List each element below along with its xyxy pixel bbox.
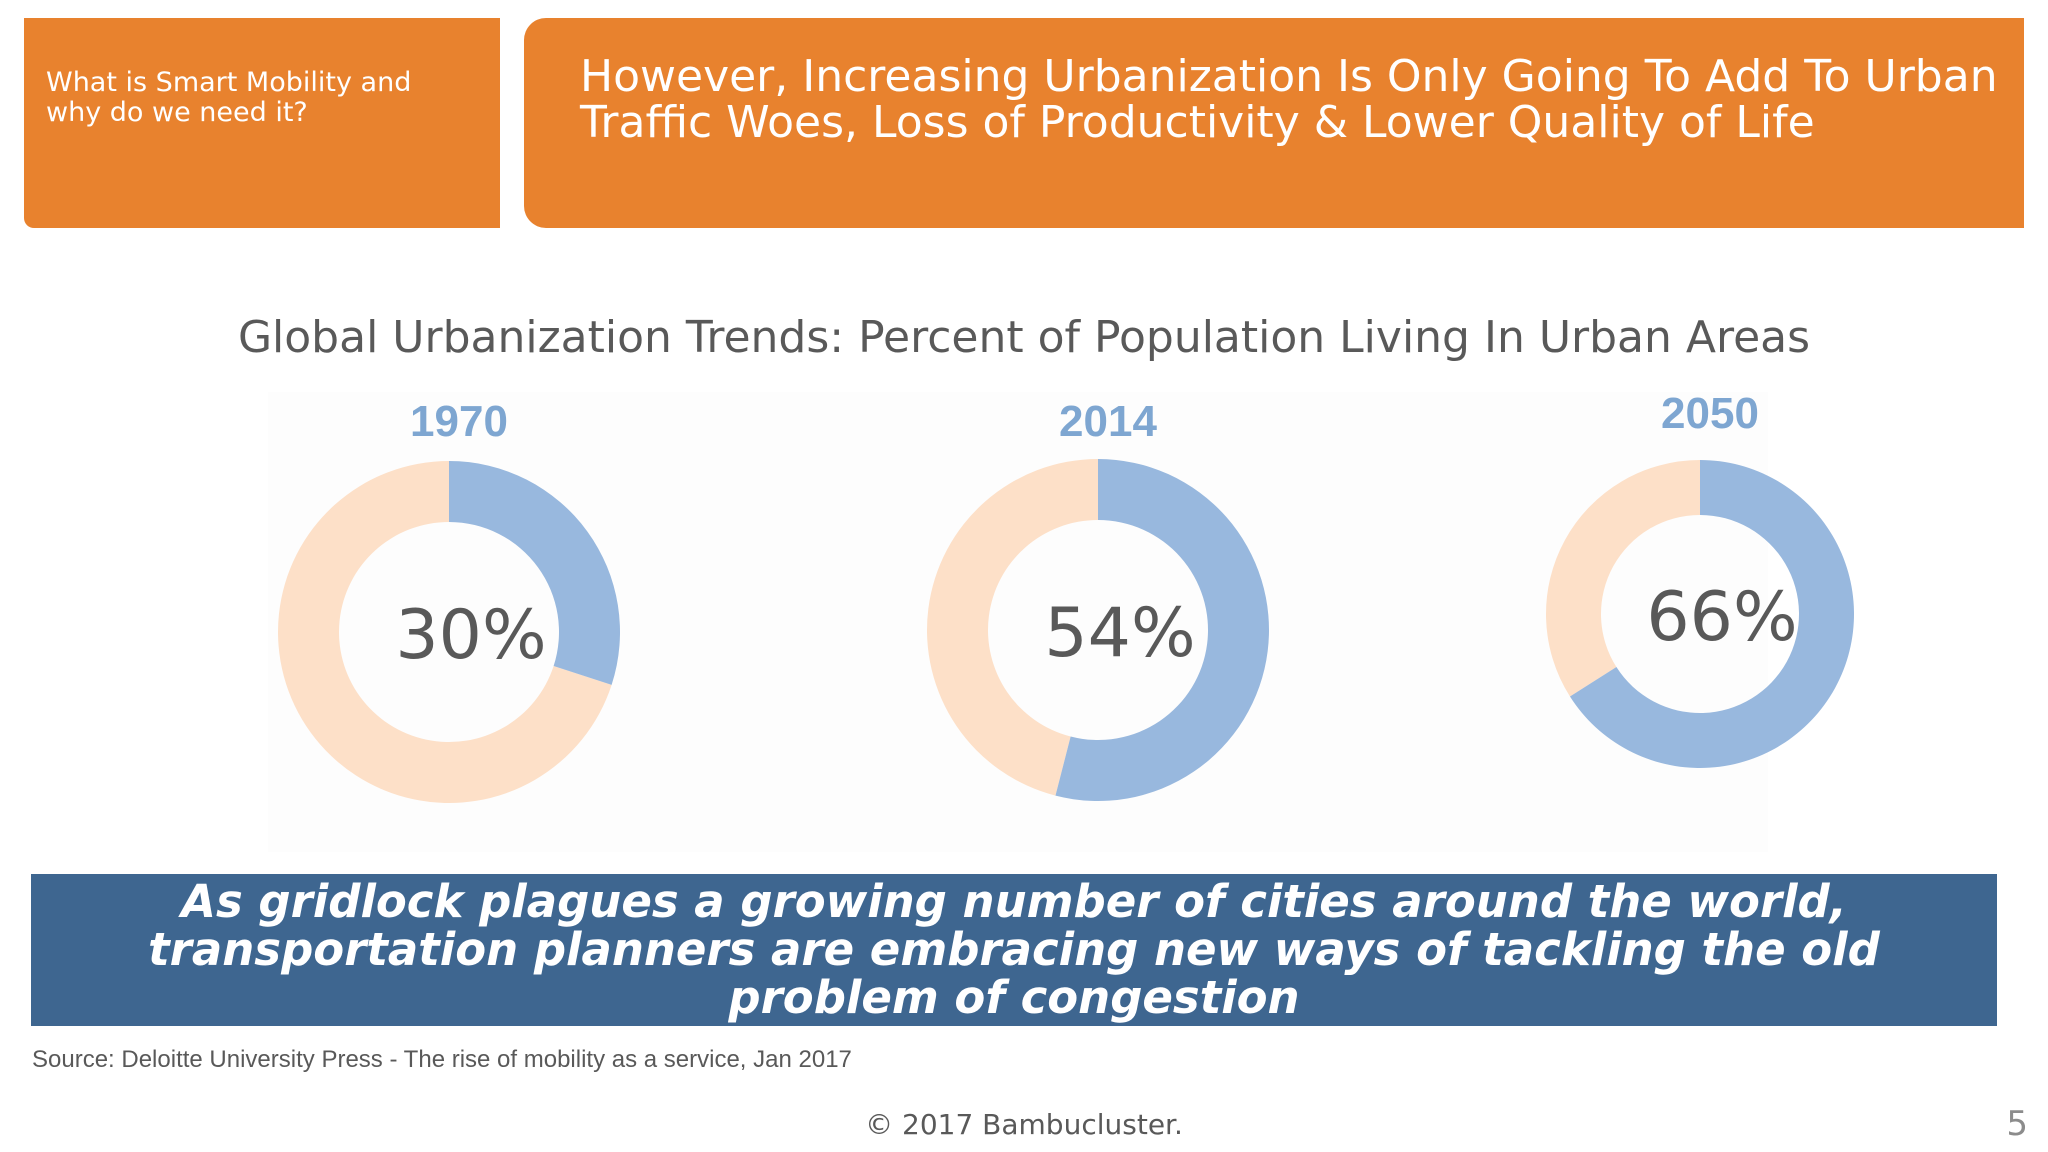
- year-label-2014: 2014: [1059, 397, 1157, 446]
- donut-1970: 1970 30%: [278, 397, 620, 803]
- value-label-2014: 54%: [1044, 594, 1195, 673]
- callout-box: As gridlock plagues a growing number of …: [31, 874, 1997, 1026]
- copyright-footer: © 2017 Bambucluster.: [865, 1108, 1183, 1141]
- slice-remainder-2014: [926, 459, 1098, 796]
- donut-2050: 2050 66%: [1545, 389, 1854, 769]
- chart-title: Global Urbanization Trends: Percent of P…: [237, 312, 1811, 363]
- slice-urban-2014: [1055, 459, 1269, 801]
- section-label-box: What is Smart Mobility and why do we nee…: [24, 18, 500, 228]
- value-label-1970: 30%: [395, 596, 546, 675]
- section-label: What is Smart Mobility and why do we nee…: [46, 67, 412, 128]
- slice-remainder-1970: [278, 461, 612, 803]
- slide-title: However, Increasing Urbanization Is Only…: [580, 51, 1998, 148]
- donut-2014: 2014 54%: [926, 397, 1269, 801]
- source-note: Source: Deloitte University Press - The …: [32, 1046, 852, 1073]
- page-number: 5: [2006, 1104, 2028, 1144]
- callout-text: As gridlock plagues a growing number of …: [148, 875, 1880, 1024]
- slice-urban-2050: [1569, 460, 1854, 769]
- slice-urban-1970: [449, 461, 620, 685]
- year-label-1970: 1970: [410, 397, 508, 446]
- year-label-2050: 2050: [1661, 389, 1759, 438]
- title-box: However, Increasing Urbanization Is Only…: [524, 18, 2024, 228]
- value-label-2050: 66%: [1646, 578, 1797, 657]
- slice-remainder-2050: [1545, 460, 1700, 697]
